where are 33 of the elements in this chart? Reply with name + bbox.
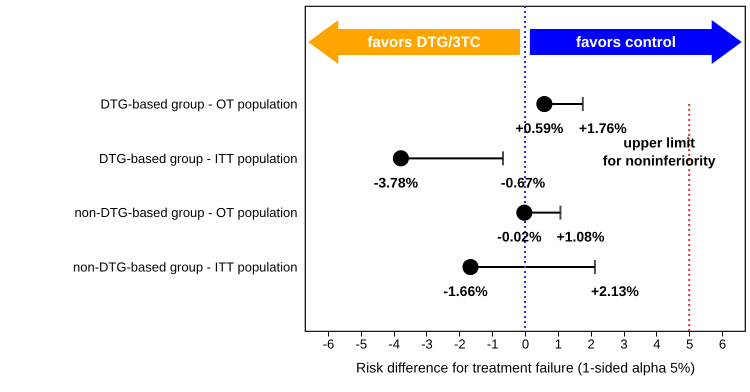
annotation: +1.76%: [578, 120, 628, 136]
point: [516, 204, 532, 221]
text: favors DTG/3TC: [367, 34, 481, 51]
x-tick-label: -1: [486, 336, 498, 352]
point: [462, 258, 479, 276]
annotation: -0.67%: [500, 174, 546, 190]
point: [392, 150, 409, 166]
y-tick-label: non-DTG-based group - OT population: [74, 205, 298, 220]
data-label: +0.59%: [515, 120, 564, 136]
y-tick-label: DTG-based group - ITT population: [99, 150, 298, 166]
y-tick-label: DTG-based group - OT population: [100, 96, 298, 112]
x-tick-label: -2: [454, 336, 466, 352]
annotation: +1.08%: [556, 228, 605, 245]
point: [536, 96, 552, 112]
x-tick-label: 5: [686, 336, 694, 352]
x-tick-label: -3: [421, 336, 433, 352]
x-tick-label: 4: [653, 336, 660, 352]
x-tick-label: 3: [620, 336, 628, 352]
x-tick-label: 6: [718, 336, 726, 352]
data-label: -3.78%: [374, 174, 419, 190]
annotation: +2.13%: [591, 283, 640, 299]
x-tick-label: -5: [356, 336, 368, 352]
x-tick-label: 2: [588, 336, 595, 352]
ref-line-label: upper limit for noninferiority: [602, 134, 716, 168]
data-label: -1.66%: [443, 283, 488, 299]
x-axis-title: Risk difference for treatment failure (1-sided alpha 5%): [356, 360, 696, 376]
x-tick-label: 0: [522, 336, 530, 352]
x-tick-label: -6: [322, 336, 334, 352]
x-tick-label: 1: [554, 336, 562, 352]
text: favors control: [576, 34, 676, 51]
data-label: -0.02%: [497, 228, 542, 245]
x-tick-label: -4: [388, 336, 400, 352]
y-tick-label: non-DTG-based group - ITT population: [73, 260, 298, 274]
